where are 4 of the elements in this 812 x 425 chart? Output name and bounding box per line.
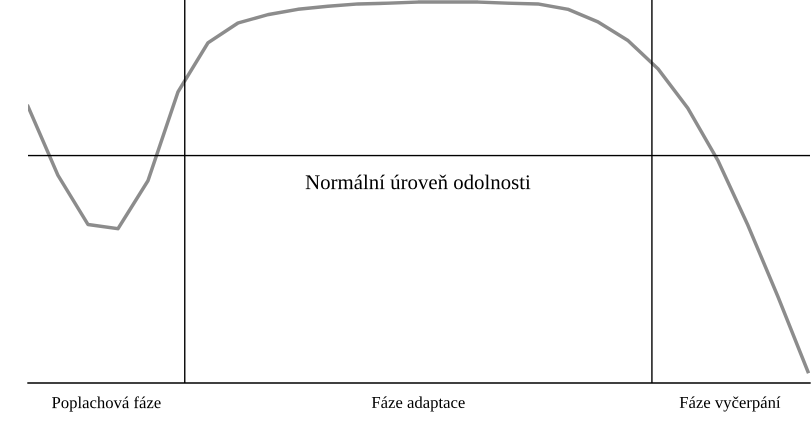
text: Fáze adaptace <box>372 396 465 412</box>
text: Poplachová fáze <box>52 396 161 412</box>
ref-line-label: Normální úroveň odolnosti <box>306 174 530 190</box>
text: Fáze vyčerpání <box>680 396 780 412</box>
